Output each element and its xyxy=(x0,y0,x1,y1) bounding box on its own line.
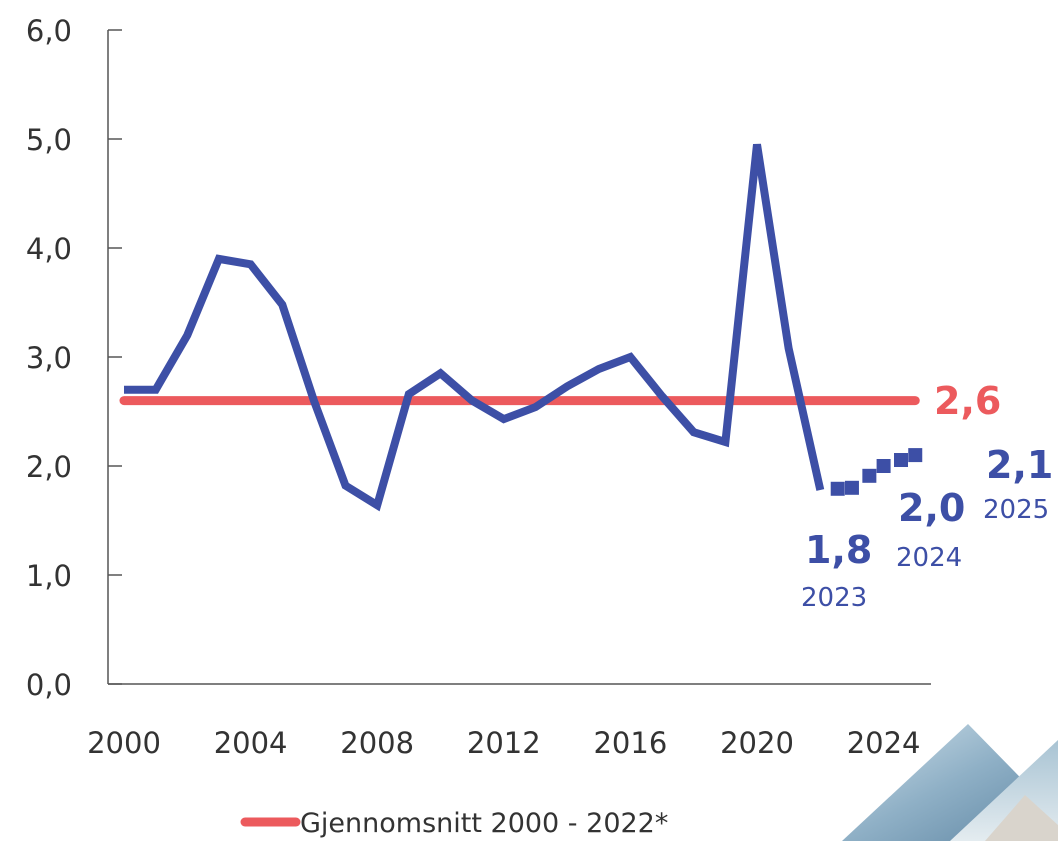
forecast-2025-year: 2025 xyxy=(983,495,1049,525)
decorative-photo xyxy=(842,724,1058,841)
forecast-2023-year: 2023 xyxy=(801,583,867,613)
forecast-2024-value: 2,0 xyxy=(898,486,965,530)
x-tick-label: 2012 xyxy=(467,726,541,760)
forecast-dot xyxy=(876,459,891,473)
x-tick-label: 2020 xyxy=(720,726,794,760)
forecast-dot xyxy=(862,468,877,483)
x-tick-label: 2008 xyxy=(340,726,414,760)
y-tick-label: 6,0 xyxy=(26,14,72,48)
x-tick-label: 2004 xyxy=(214,726,288,760)
x-tick-label: 2016 xyxy=(593,726,667,760)
forecast-dot xyxy=(830,481,845,496)
average-value-label: 2,6 xyxy=(934,379,1001,423)
forecast-dot xyxy=(844,480,859,495)
forecast-2024-year: 2024 xyxy=(896,543,962,573)
y-tick-label: 4,0 xyxy=(26,232,72,266)
legend-label: Gjennomsnitt 2000 - 2022* xyxy=(300,808,668,839)
forecast-dot xyxy=(894,453,909,468)
y-tick-label: 1,0 xyxy=(26,559,72,593)
y-tick-label: 0,0 xyxy=(26,668,72,702)
y-tick-label: 3,0 xyxy=(26,341,72,375)
annual-series-line xyxy=(124,143,825,512)
y-tick-label: 5,0 xyxy=(26,123,72,157)
x-tick-label: 2024 xyxy=(847,726,921,760)
y-tick-label: 2,0 xyxy=(26,450,72,484)
x-tick-label: 2000 xyxy=(87,726,161,760)
forecast-2025-value: 2,1 xyxy=(986,443,1053,487)
forecast-dot xyxy=(908,448,923,463)
forecast-2023-value: 1,8 xyxy=(805,528,872,572)
